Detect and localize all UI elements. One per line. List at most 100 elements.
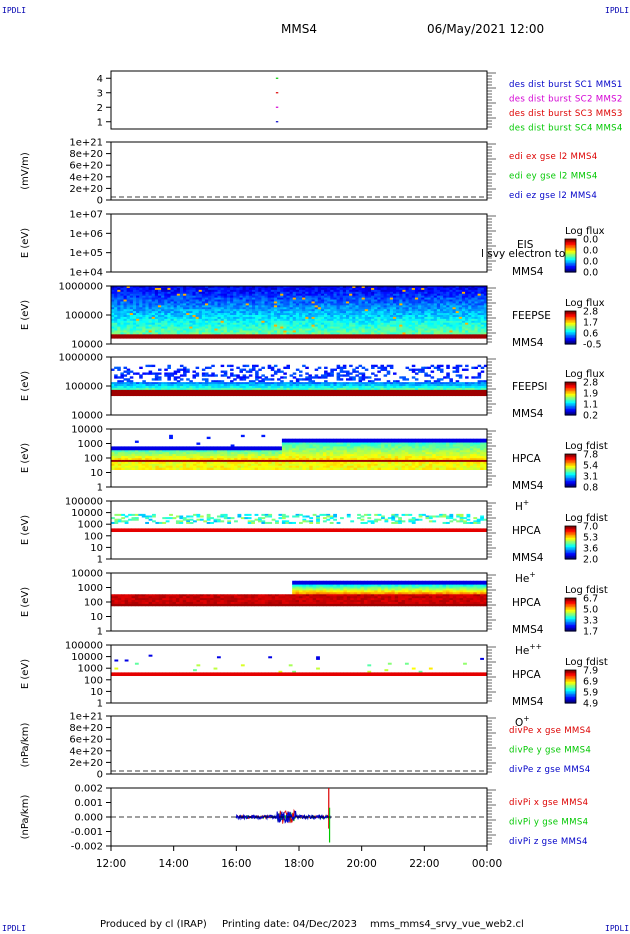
spectrogram-cell bbox=[258, 286, 262, 289]
overlay-text: l svy electron to bbox=[481, 248, 565, 260]
spectrogram-cell bbox=[320, 307, 325, 310]
spectrogram-cell bbox=[214, 315, 218, 318]
spectrogram-cell bbox=[176, 387, 181, 391]
spectrogram-cell bbox=[226, 326, 231, 329]
spectrogram-cell bbox=[111, 322, 115, 326]
spectrogram-cell bbox=[436, 291, 441, 295]
spectrogram-cell bbox=[164, 320, 168, 324]
spectrogram-cell bbox=[230, 384, 234, 387]
spectrogram-cell bbox=[308, 286, 312, 289]
spectrogram-cell bbox=[371, 311, 375, 314]
spectrogram-cell bbox=[299, 293, 303, 297]
spectrogram-cell bbox=[165, 456, 170, 459]
spectrogram-cell bbox=[186, 297, 190, 300]
spectrogram-cell bbox=[465, 287, 469, 291]
spectrogram-cell bbox=[242, 382, 247, 385]
spectrogram-cell bbox=[330, 287, 334, 291]
spectrogram-cell bbox=[389, 322, 394, 326]
spectrogram-cell bbox=[114, 289, 118, 293]
spectrogram-cell bbox=[411, 293, 416, 297]
spectrogram-cell bbox=[192, 303, 196, 306]
spectrogram-cell bbox=[302, 311, 306, 314]
spectrogram-cell bbox=[158, 291, 162, 295]
spectrogram-cell bbox=[408, 297, 413, 300]
spectrogram-cell bbox=[330, 332, 334, 335]
spectrogram-cell bbox=[134, 454, 139, 457]
spectrogram-cell bbox=[339, 301, 344, 304]
spectrogram-cell bbox=[433, 299, 438, 302]
spectrogram-cell bbox=[302, 328, 306, 331]
spectrogram-cell bbox=[327, 332, 331, 335]
spectrogram-cell bbox=[443, 391, 447, 395]
spectrogram-cell bbox=[411, 316, 416, 320]
spectrogram-cell bbox=[389, 289, 394, 293]
spectrogram-cell bbox=[170, 315, 175, 318]
spectrogram-cell bbox=[418, 391, 422, 395]
spectrogram-cell bbox=[270, 393, 275, 397]
spectrogram-cell bbox=[186, 287, 190, 291]
spectrogram-cell bbox=[201, 289, 206, 293]
spectrogram-cell bbox=[208, 313, 212, 316]
spectrogram-cell bbox=[230, 324, 234, 327]
spectrogram-cell bbox=[424, 307, 428, 310]
spectrogram-cell bbox=[151, 384, 156, 387]
spectrogram-cell bbox=[424, 320, 428, 324]
spectrogram-cell bbox=[270, 307, 275, 310]
colorbar-swatch bbox=[565, 403, 576, 406]
spectrogram-cell bbox=[414, 309, 419, 312]
spectrogram-cell bbox=[245, 307, 250, 310]
spectrogram-cell bbox=[183, 315, 187, 318]
spectrogram-cell bbox=[483, 307, 488, 310]
spectrogram-cell bbox=[183, 295, 187, 298]
spectrogram-cell bbox=[123, 374, 128, 377]
spectrogram-cell bbox=[371, 301, 375, 304]
spectrogram-cell bbox=[264, 378, 269, 381]
spectrogram-cell bbox=[408, 393, 413, 397]
spectrogram-cell bbox=[430, 328, 435, 331]
spectrogram-cell bbox=[120, 336, 124, 339]
spectrogram-cell bbox=[179, 384, 184, 387]
spectrogram-cell bbox=[193, 454, 197, 457]
spectrogram-cell bbox=[198, 320, 203, 324]
spectrogram-cell bbox=[145, 313, 149, 316]
spectrogram-cell bbox=[248, 309, 253, 312]
spectrogram-cell bbox=[239, 316, 243, 320]
spectrogram-cell bbox=[465, 364, 469, 368]
spectrogram-cell bbox=[389, 307, 394, 310]
spectrogram-cell bbox=[280, 297, 284, 300]
spectrogram-cell bbox=[139, 382, 143, 385]
spectrogram-cell bbox=[339, 318, 344, 322]
spectrogram-cell bbox=[443, 287, 447, 291]
spectrogram-cell bbox=[201, 326, 206, 329]
spectrogram-cell bbox=[320, 311, 325, 314]
spectrogram-cell bbox=[430, 316, 435, 320]
spectrogram-cell bbox=[327, 305, 331, 308]
spectrogram-cell bbox=[433, 316, 438, 320]
spectrogram-cell bbox=[201, 305, 206, 308]
spectrogram-cell bbox=[158, 307, 162, 310]
spectrogram-cell bbox=[367, 295, 372, 298]
spectrogram-cell bbox=[270, 309, 275, 312]
spectrogram-cell bbox=[327, 326, 331, 329]
spectrogram-cell bbox=[286, 336, 290, 339]
spectrogram-cell bbox=[220, 330, 225, 333]
spectrogram-cell bbox=[311, 286, 316, 289]
spectrogram-cell bbox=[170, 328, 175, 331]
spectrogram-cell bbox=[408, 318, 413, 322]
spectrogram-cell bbox=[226, 382, 231, 385]
spectrogram-cell bbox=[383, 320, 388, 324]
spectrogram-cell bbox=[176, 324, 181, 327]
colorbar-swatch bbox=[565, 242, 576, 245]
spectrogram-cell bbox=[151, 301, 156, 304]
spectrogram-cell bbox=[261, 378, 265, 381]
spectrogram-cell bbox=[173, 389, 178, 393]
spectrogram-cell bbox=[280, 287, 284, 291]
spectrogram-cell bbox=[111, 307, 115, 310]
spectrogram-cell bbox=[176, 376, 181, 379]
spectrogram-cell bbox=[189, 387, 193, 391]
spectrogram-cell bbox=[173, 378, 178, 381]
colorbar-swatch bbox=[565, 266, 576, 269]
spectrogram-cell bbox=[286, 286, 290, 289]
spectrogram-cell bbox=[158, 389, 162, 393]
spectrogram-cell bbox=[461, 320, 466, 324]
